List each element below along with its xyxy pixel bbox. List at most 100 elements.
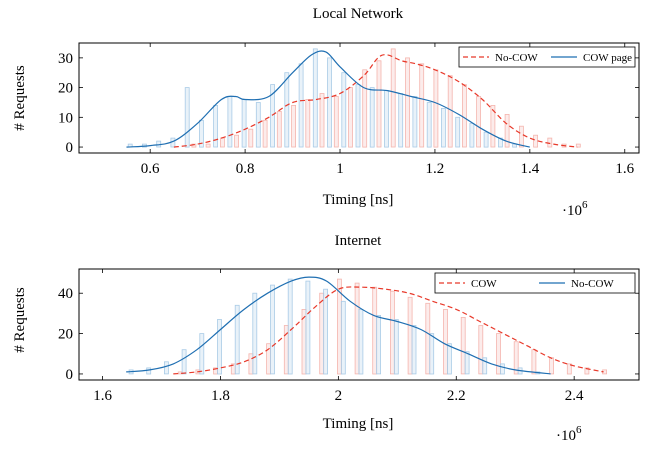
curve-no-cow bbox=[173, 54, 578, 148]
hist-bar-series-1 bbox=[217, 319, 222, 375]
x-tick-label: 0.8 bbox=[236, 161, 255, 177]
x-multiplier: ·106 bbox=[556, 424, 582, 444]
x-multiplier-base: ·10 bbox=[562, 203, 582, 219]
hist-bar-series-1 bbox=[184, 87, 190, 148]
hist-bar-series-0 bbox=[376, 60, 382, 148]
hist-bar-series-0 bbox=[305, 99, 311, 148]
hist-bar-series-0 bbox=[205, 143, 211, 148]
hist-bar-series-0 bbox=[291, 105, 297, 148]
x-multiplier-base: ·10 bbox=[556, 428, 576, 444]
hist-bar-series-1 bbox=[323, 288, 329, 375]
hist-bar-series-1 bbox=[341, 72, 347, 148]
density-curves bbox=[126, 276, 604, 375]
hist-bar-series-0 bbox=[262, 119, 268, 148]
y-tick-label: 20 bbox=[58, 327, 73, 343]
hist-bar-series-1 bbox=[298, 63, 304, 148]
legend-label-0: COW bbox=[471, 278, 497, 290]
x-tick-label: 1.8 bbox=[211, 388, 230, 404]
hist-bar-series-0 bbox=[531, 349, 537, 375]
y-tick-label: 0 bbox=[66, 140, 74, 156]
hist-bar-series-1 bbox=[312, 48, 318, 148]
hist-bar-series-0 bbox=[319, 93, 325, 148]
hist-bar-series-0 bbox=[219, 137, 225, 148]
hist-bar-series-1 bbox=[287, 278, 293, 375]
hist-bar-series-0 bbox=[461, 84, 467, 148]
x-tick-label: 1 bbox=[336, 161, 344, 177]
legend-label-1: No-COW bbox=[571, 278, 614, 290]
hist-bar-series-0 bbox=[443, 308, 448, 375]
x-tick-label: 2.4 bbox=[565, 388, 584, 404]
hist-bar-series-0 bbox=[248, 353, 254, 375]
hist-bar-series-0 bbox=[425, 302, 431, 375]
hist-bar-series-1 bbox=[255, 102, 261, 148]
hist-bar-series-1 bbox=[355, 84, 361, 148]
hist-bar-series-0 bbox=[496, 333, 501, 375]
y-tick-label: 0 bbox=[66, 367, 74, 383]
hist-bar-series-1 bbox=[270, 84, 276, 148]
x-multiplier: ·106 bbox=[562, 199, 588, 219]
x-tick-label: 1.6 bbox=[93, 388, 112, 404]
hist-bar-series-0 bbox=[519, 125, 524, 148]
hist-bar-series-1 bbox=[340, 300, 346, 375]
x-tick-label: 1.6 bbox=[615, 161, 634, 177]
plot-frame bbox=[78, 268, 640, 381]
hist-bar-series-1 bbox=[146, 367, 152, 375]
legend-label-0: No-COW bbox=[495, 52, 538, 64]
hist-bar-series-1 bbox=[398, 93, 404, 148]
hist-bar-series-0 bbox=[504, 114, 510, 148]
density-curves bbox=[126, 50, 578, 148]
hist-bar-series-0 bbox=[566, 363, 572, 375]
hist-bar-series-1 bbox=[482, 357, 488, 375]
x-multiplier-exponent: 6 bbox=[576, 424, 582, 436]
hist-bar-series-1 bbox=[358, 308, 364, 375]
x-tick-label: 1.4 bbox=[520, 161, 539, 177]
hist-bar-series-1 bbox=[376, 314, 382, 375]
hist-bar-series-1 bbox=[483, 131, 489, 148]
hist-bar-series-1 bbox=[384, 90, 389, 148]
y-tick-label: 10 bbox=[58, 110, 73, 126]
y-tick-label: 20 bbox=[58, 81, 73, 97]
hist-bar-series-0 bbox=[584, 367, 590, 375]
axis-ticks: 0.6 0.8 1 1.2 1.4 1.6 0 10 20 30 bbox=[58, 43, 639, 177]
hist-bar-series-0 bbox=[549, 357, 554, 375]
legend-box bbox=[458, 46, 636, 68]
hist-bar-series-1 bbox=[252, 292, 258, 375]
x-axis-label: Timing [ns] bbox=[323, 416, 394, 432]
hist-bar-series-1 bbox=[440, 108, 446, 148]
hist-bar-series-1 bbox=[234, 304, 240, 375]
hist-bar-series-0 bbox=[575, 143, 581, 148]
hist-bar-series-1 bbox=[284, 72, 290, 148]
curve-no-cow bbox=[126, 276, 551, 375]
hist-bar-series-1 bbox=[464, 351, 470, 375]
plot-frame bbox=[78, 42, 640, 154]
histogram-bars bbox=[127, 48, 581, 148]
hist-bar-series-1 bbox=[499, 363, 505, 375]
hist-bar-series-1 bbox=[426, 102, 432, 148]
hist-bar-series-0 bbox=[319, 292, 325, 375]
hist-bar-series-1 bbox=[393, 319, 399, 375]
hist-bar-series-1 bbox=[446, 343, 452, 375]
hist-bar-series-0 bbox=[460, 316, 466, 375]
chart-title: Internet bbox=[335, 233, 382, 249]
chart-local-network: Local Network 0.6 0.8 1 1.2 1.4 1.6 0 10 20 30 No… bbox=[12, 6, 640, 219]
y-tick-label: 30 bbox=[58, 51, 73, 67]
curve-cow-page bbox=[126, 50, 530, 148]
y-axis-label: # Requests bbox=[12, 287, 28, 353]
hist-bar-series-0 bbox=[362, 69, 368, 148]
x-tick-label: 0.6 bbox=[141, 161, 160, 177]
hist-bar-series-0 bbox=[419, 63, 425, 148]
hist-bar-series-0 bbox=[407, 296, 413, 375]
y-axis-label: # Requests bbox=[12, 65, 28, 131]
legend: COW No-COW bbox=[434, 272, 636, 294]
axis-ticks: 1.6 1.8 2 2.2 2.4 0 20 40 bbox=[58, 269, 639, 404]
chart-title: Local Network bbox=[313, 6, 404, 22]
hist-bar-series-0 bbox=[490, 105, 496, 148]
hist-bar-series-1 bbox=[412, 96, 418, 148]
hist-bar-series-1 bbox=[163, 361, 169, 375]
hist-bar-series-1 bbox=[469, 122, 475, 148]
curve-cow bbox=[173, 286, 604, 375]
hist-bar-series-0 bbox=[333, 96, 339, 148]
x-multiplier-exponent: 6 bbox=[582, 199, 588, 211]
hist-bar-series-1 bbox=[429, 333, 435, 375]
